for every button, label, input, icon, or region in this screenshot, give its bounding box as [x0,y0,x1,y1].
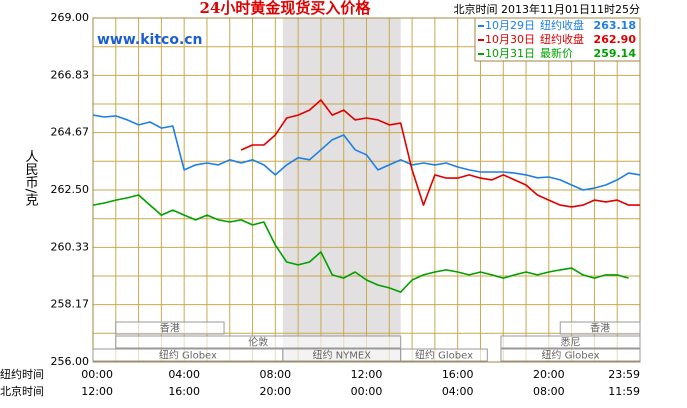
legend-name: 10月31日 [485,47,535,60]
legend-label: 最新价 [540,46,573,60]
x-tick-label: 12:00 [351,368,383,381]
y-tick-label: 260.33 [51,240,90,253]
x-tick-label: 00:00 [81,368,113,381]
series-line [240,99,640,208]
chart-title: 24小时黄金现货买入价格 [200,0,372,17]
x-tick-label-beijing: 00:00 [351,385,383,398]
x-tick-label-beijing: 12:00 [81,385,113,398]
y-tick-label: 266.83 [51,68,90,81]
legend-name: 10月30日 [485,33,535,46]
session-bar [500,348,641,362]
session-label: 纽约 NYMEX [312,349,371,362]
x-tick-label-beijing: 08:00 [533,385,565,398]
y-tick-label: 269.00 [51,11,90,24]
session-label: 纽约 Globex [415,349,473,362]
x-row-label: 纽约时间 [0,367,44,381]
x-tick-label: 23:59 [608,368,640,381]
legend-value: 259.14 [594,47,637,60]
legend-value: 263.18 [594,19,636,32]
x-tick-label: 20:00 [533,368,565,381]
x-tick-label-beijing: 11:59 [608,385,640,398]
session-label: 纽约 Globex [159,349,217,362]
y-tick-label: 264.67 [51,126,90,139]
x-tick-label: 08:00 [259,368,291,381]
series-line [92,114,641,191]
session-label: 纽约 Globex [541,349,599,362]
session-label: 悉尼 [560,337,580,349]
x-tick-label-beijing: 16:00 [168,385,200,398]
y-tick-label: 262.50 [51,183,90,196]
x-tick-label-beijing: 20:00 [259,385,291,398]
session-label: 香港 [590,323,610,335]
y-tick-label: 256.00 [51,355,90,368]
y-axis-label: 人民币/克 [23,150,39,208]
session-bar [500,335,641,349]
legend-label: 纽约收盘 [540,32,584,46]
y-tick-label: 258.17 [51,298,90,311]
legend-box [474,17,641,62]
legend-name: 10月29日 [485,19,535,32]
session-label: 伦敦 [248,336,268,349]
timestamp: 北京时间 2013年11月01日11时25分 [454,2,640,16]
x-tick-label: 16:00 [442,368,474,381]
session-bar [559,321,641,335]
watermark: www.kitco.cn [97,32,203,48]
series-line [92,194,629,293]
plot-frame [92,17,641,363]
session-bar [400,348,488,362]
session-label: 香港 [160,323,180,335]
legend-label: 纽约收盘 [540,18,584,32]
x-tick-label-beijing: 04:00 [442,385,474,398]
session-bar [115,321,225,335]
x-tick-label: 04:00 [168,368,200,381]
legend-value: 262.90 [594,33,637,46]
session-bar [115,335,402,349]
x-row-label: 北京时间 [0,384,44,398]
